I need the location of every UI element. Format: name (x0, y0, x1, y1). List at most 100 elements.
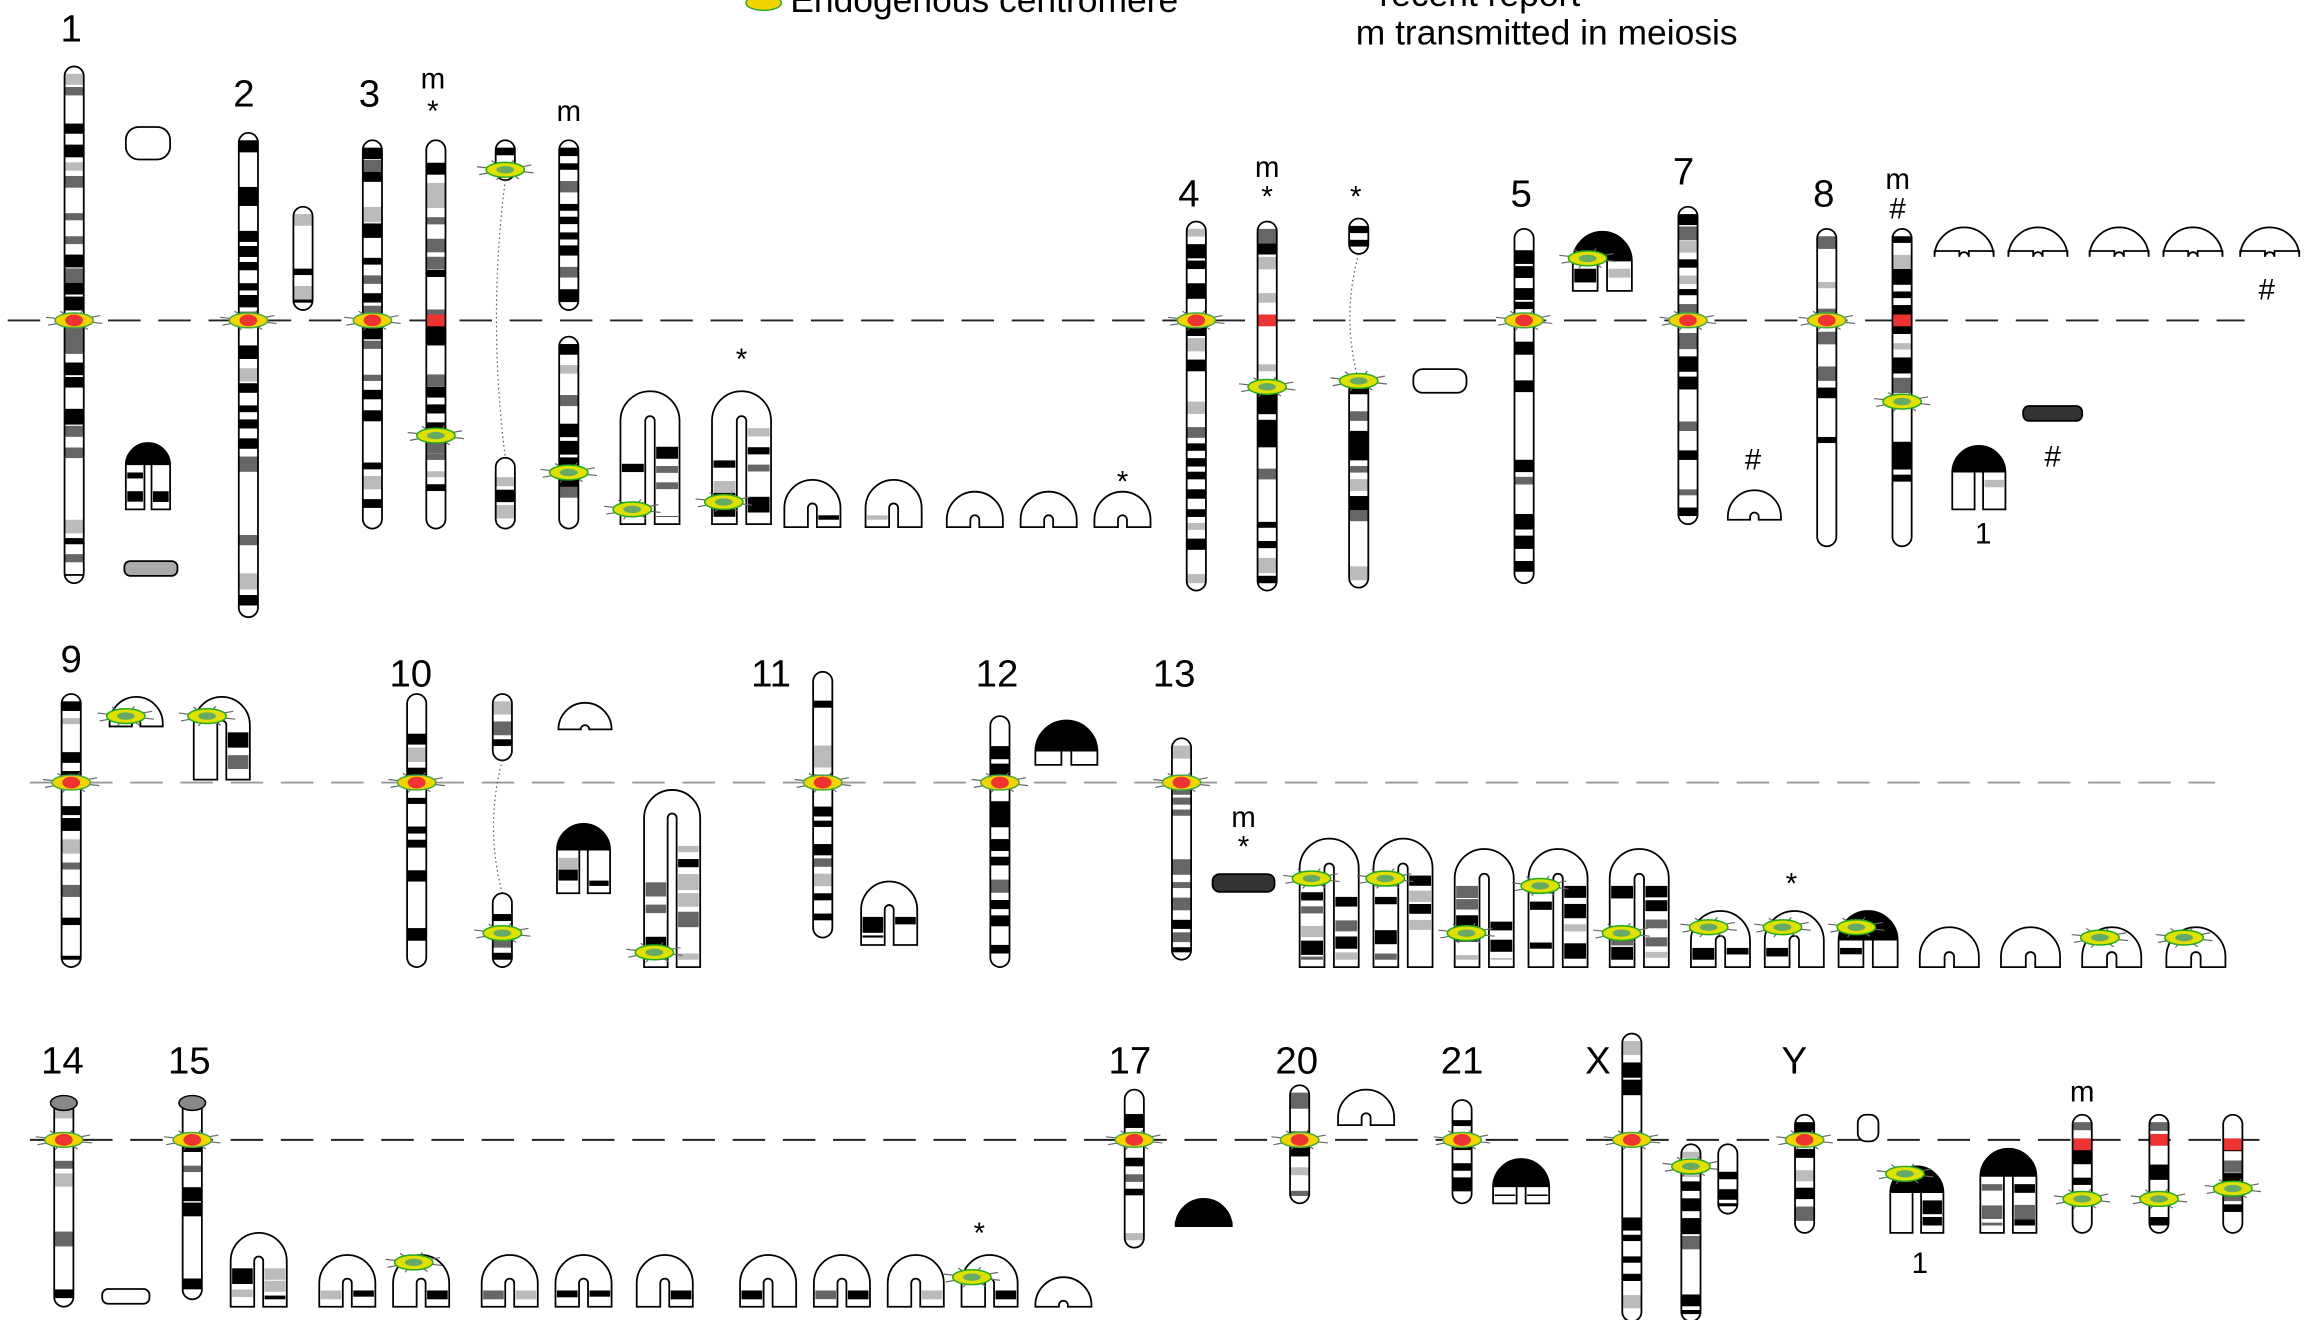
fragment (124, 561, 177, 576)
band (1290, 1191, 1309, 1196)
band (1817, 437, 1836, 443)
band (1678, 241, 1697, 253)
band (1258, 420, 1277, 435)
arch-chromosome (1920, 927, 1979, 967)
band (1514, 460, 1533, 472)
band (559, 344, 578, 355)
band (407, 811, 426, 822)
arch-chromosome (1765, 911, 1824, 967)
band (559, 410, 578, 424)
band (1187, 381, 1206, 395)
band (559, 245, 578, 255)
band (65, 554, 84, 562)
band (1452, 1107, 1471, 1119)
band (496, 148, 515, 156)
neocentromere-core (493, 929, 511, 936)
band (426, 257, 445, 269)
centromere-band (1892, 314, 1911, 326)
band (363, 390, 382, 399)
band (990, 746, 1009, 759)
band (1409, 953, 1431, 959)
neocentromere-core (2224, 1185, 2242, 1192)
chromosome (1718, 1144, 1737, 1213)
chromosome-label: 8 (1813, 173, 1834, 216)
band (1985, 498, 2004, 502)
band (232, 1268, 253, 1284)
band (1564, 924, 1586, 931)
band (990, 880, 1009, 893)
neocentromere-core (2150, 1195, 2168, 1202)
band (1718, 1203, 1737, 1206)
chromosome-label: 9 (61, 638, 82, 681)
band (1514, 364, 1533, 375)
band (363, 192, 382, 200)
band (407, 827, 426, 834)
band (1258, 352, 1277, 365)
band (646, 882, 667, 896)
band (1172, 932, 1191, 942)
neocentromere-core (560, 469, 578, 476)
band (153, 491, 169, 502)
chromosome (1349, 219, 1368, 254)
annotation: * (736, 343, 748, 376)
band (183, 1278, 202, 1289)
band (1681, 1152, 1700, 1158)
band (1258, 488, 1277, 495)
arch-outline (1021, 492, 1077, 527)
band (65, 213, 84, 220)
legend-meiosis: m transmitted in meiosis (1356, 12, 1738, 52)
band (1490, 900, 1512, 913)
band (1456, 886, 1478, 898)
band (2149, 1165, 2168, 1180)
band (1530, 924, 1552, 937)
band (559, 487, 578, 498)
band (2014, 1205, 2035, 1221)
band (483, 1290, 504, 1299)
band (1349, 551, 1368, 558)
band (990, 900, 1009, 909)
chromosome-label: 4 (1178, 173, 1199, 216)
band (1645, 952, 1667, 958)
band (1892, 529, 1911, 538)
annotation: m (421, 63, 446, 96)
band (1258, 558, 1277, 573)
band (1258, 576, 1277, 583)
centromere-core (814, 777, 832, 789)
arch-outline (2008, 227, 2067, 257)
satellite (51, 1096, 78, 1111)
band (493, 701, 512, 714)
band (127, 491, 143, 501)
arch-outline (555, 1255, 611, 1307)
band (54, 1161, 73, 1169)
arch-chromosome (2240, 227, 2299, 257)
band (1795, 1188, 1814, 1199)
band (1892, 343, 1911, 349)
arch-chromosome (1338, 1090, 1394, 1125)
band (1817, 295, 1836, 304)
satellite (179, 1096, 206, 1111)
chromosome-label: 13 (1153, 653, 1196, 696)
annotation: * (1786, 867, 1798, 900)
band (1490, 940, 1512, 952)
band (1574, 269, 1596, 283)
band (1172, 844, 1191, 850)
band (293, 248, 312, 258)
annotation: 1 (1912, 1247, 1928, 1280)
band (62, 897, 81, 912)
band (65, 476, 84, 485)
band (1514, 443, 1533, 453)
band (1678, 421, 1697, 431)
band (1258, 257, 1277, 269)
band (1172, 765, 1191, 775)
band (62, 818, 81, 831)
band (2149, 1217, 2168, 1225)
arch-chromosome (555, 1255, 611, 1307)
band (1301, 941, 1323, 955)
band (1258, 502, 1277, 509)
band (1495, 1194, 1516, 1195)
band (65, 377, 84, 388)
arch-chromosome (1035, 721, 1097, 765)
annotation: # (2259, 274, 2276, 307)
band (65, 327, 84, 342)
arch-chromosome (1176, 1199, 1232, 1227)
